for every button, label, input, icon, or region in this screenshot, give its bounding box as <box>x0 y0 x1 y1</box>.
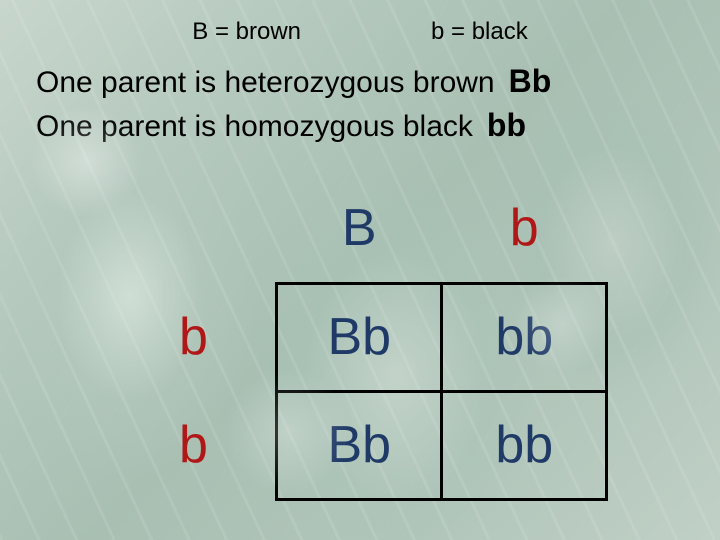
parent-description: One parent is heterozygous brown Bb One … <box>36 60 690 147</box>
left-allele-0: b <box>112 283 277 391</box>
parent2-genotype: bb <box>487 104 526 147</box>
punnett-cell-1-0: Bb <box>277 391 442 499</box>
parent1-text: One parent is heterozygous brown <box>36 63 495 104</box>
slide-root: B = brown b = black One parent is hetero… <box>0 0 720 540</box>
allele-legend: B = brown b = black <box>30 18 690 46</box>
punnett-square: B b b Bb bb b Bb bb <box>30 175 690 501</box>
punnett-cell-0-1: bb <box>442 283 607 391</box>
punnett-cell-1-1: bb <box>442 391 607 499</box>
legend-recessive: b = black <box>431 18 528 46</box>
legend-dominant: B = brown <box>192 18 301 46</box>
punnett-row-1: b Bb bb <box>112 391 607 499</box>
punnett-corner-blank <box>112 175 277 283</box>
top-allele-0: B <box>277 175 442 283</box>
punnett-table: B b b Bb bb b Bb bb <box>112 175 609 501</box>
parent1-genotype: Bb <box>509 60 552 103</box>
parent-line-2: One parent is homozygous black bb <box>36 104 690 148</box>
punnett-cell-0-0: Bb <box>277 283 442 391</box>
parent-line-1: One parent is heterozygous brown Bb <box>36 60 690 104</box>
top-allele-1: b <box>442 175 607 283</box>
left-allele-1: b <box>112 391 277 499</box>
punnett-header-row: B b <box>112 175 607 283</box>
parent2-text: One parent is homozygous black <box>36 107 473 148</box>
punnett-row-0: b Bb bb <box>112 283 607 391</box>
